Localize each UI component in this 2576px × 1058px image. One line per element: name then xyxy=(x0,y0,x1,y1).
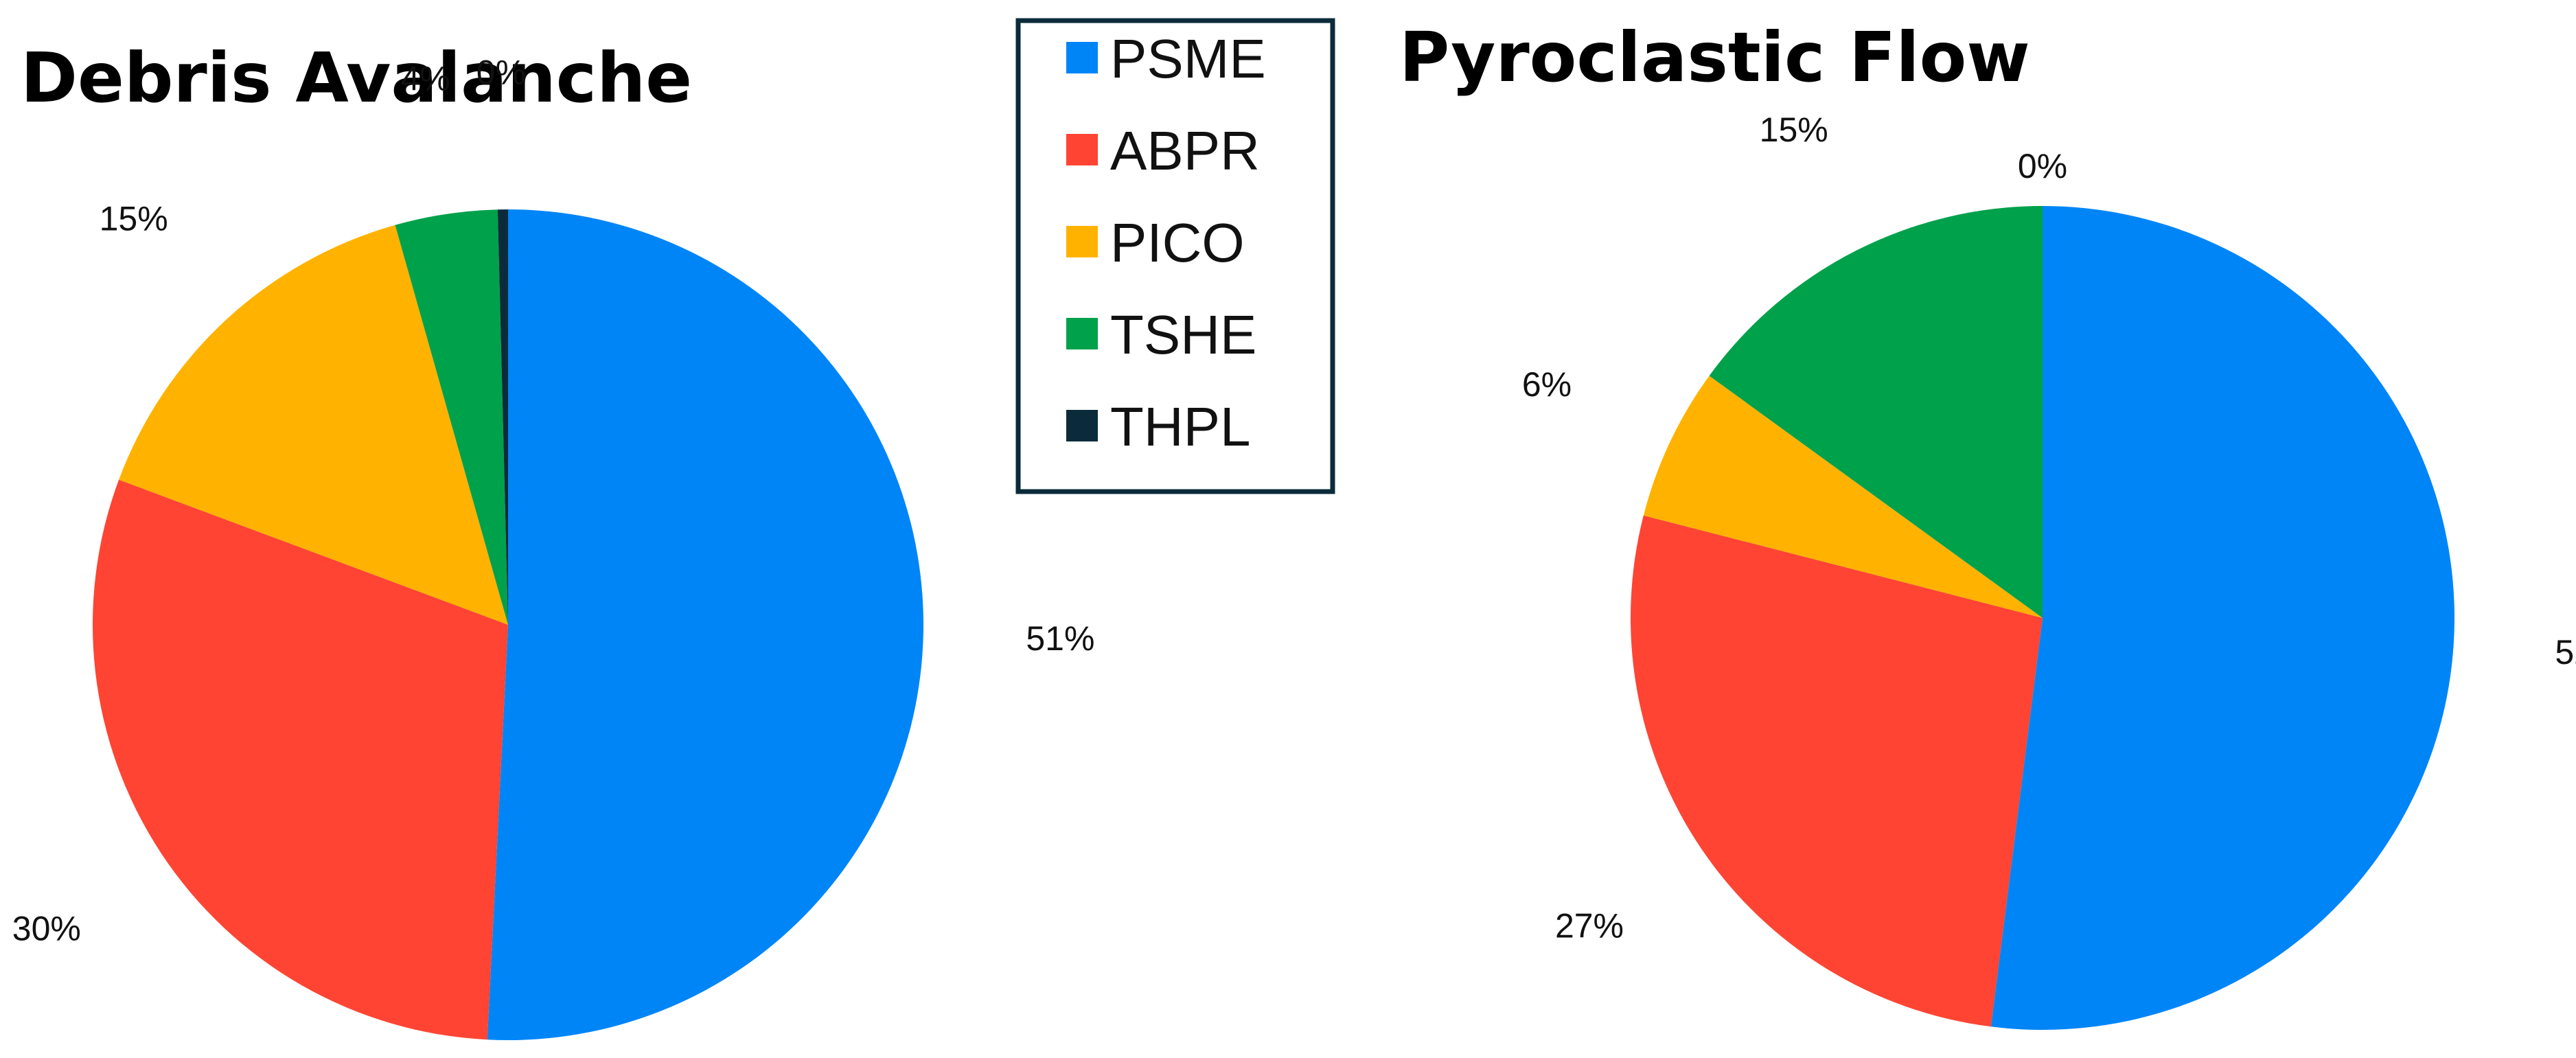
pct-label-thpl: 0% xyxy=(476,53,526,91)
pct-label-abpr: 30% xyxy=(12,909,81,947)
pie-slice-pico xyxy=(1643,376,2043,618)
legend-swatch-tshe xyxy=(1066,318,1098,349)
pie-slice-abpr xyxy=(93,479,508,1040)
pct-label-psme: 52% xyxy=(2555,633,2576,671)
pyroclastic-flow-slices xyxy=(1631,206,2454,1030)
pie-slice-tshe xyxy=(1709,206,2043,618)
legend-label-thpl: THPL xyxy=(1110,396,1251,457)
legend-items: PSME ABPR PICO TSHE THPL xyxy=(1066,28,1266,457)
legend-swatch-thpl xyxy=(1066,410,1098,441)
pie-slice-pico xyxy=(119,225,508,625)
pct-label-abpr: 27% xyxy=(1555,907,1624,945)
chart-title-debris-avalanche: Debris Avalanche xyxy=(21,38,692,118)
pct-label-tshe: 15% xyxy=(1760,111,1828,149)
debris-avalanche-labels: 51% 30% 15% 4% 0% xyxy=(12,53,1095,947)
legend-label-abpr: ABPR xyxy=(1110,120,1260,181)
pyroclastic-flow-chart: Pyroclastic Flow 52% 27% 6% 15% 0% xyxy=(1399,17,2576,1030)
pie-slice-psme xyxy=(487,209,924,1040)
pie-slice-psme xyxy=(1990,206,2454,1030)
debris-avalanche-slices xyxy=(93,209,924,1040)
chart-title-pyroclastic-flow: Pyroclastic Flow xyxy=(1399,17,2030,97)
pyroclastic-flow-labels: 52% 27% 6% 15% 0% xyxy=(1522,111,2576,945)
pct-label-thpl: 0% xyxy=(2018,147,2067,185)
debris-avalanche-chart: Debris Avalanche 51% 30% 15% 4% 0% xyxy=(12,38,1095,1040)
legend: PSME ABPR PICO TSHE THPL xyxy=(1015,18,1335,494)
pie-slice-tshe xyxy=(395,209,508,625)
legend-label-tshe: TSHE xyxy=(1110,304,1256,365)
pct-label-tshe: 4% xyxy=(400,59,450,97)
legend-swatch-pico xyxy=(1066,226,1098,257)
legend-label-pico: PICO xyxy=(1110,212,1245,273)
pie-slice-abpr xyxy=(1631,515,2043,1027)
pct-label-psme: 51% xyxy=(1026,619,1094,658)
pie-slice-thpl xyxy=(497,209,508,625)
legend-label-psme: PSME xyxy=(1110,28,1266,89)
legend-swatch-abpr xyxy=(1066,134,1098,165)
legend-swatch-psme xyxy=(1066,42,1098,73)
pct-label-pico: 15% xyxy=(100,199,168,238)
pct-label-pico: 6% xyxy=(1522,365,1572,404)
